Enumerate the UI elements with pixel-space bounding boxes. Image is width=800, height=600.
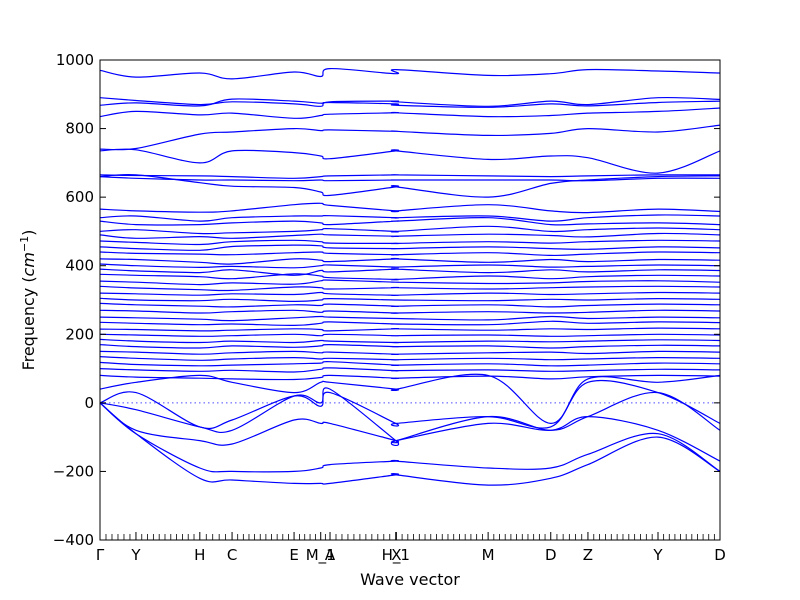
x-tick-label: X <box>391 546 401 564</box>
y-tick-label: 1000 <box>56 51 94 69</box>
band-line <box>99 402 721 462</box>
band-line <box>99 225 721 235</box>
y-axis-unit-exponent: −1 <box>18 236 31 252</box>
band-line <box>99 217 721 226</box>
band-line <box>99 239 721 246</box>
band-line <box>99 174 721 179</box>
band-line <box>99 338 721 344</box>
band-line <box>99 124 721 151</box>
band-line <box>99 202 721 214</box>
band-line <box>99 373 721 425</box>
band-line <box>99 214 721 222</box>
y-tick-label: 0 <box>84 394 94 412</box>
band-line <box>99 361 721 367</box>
band-line <box>99 315 721 322</box>
band-line <box>99 67 721 80</box>
band-line <box>99 257 721 265</box>
band-line <box>99 273 721 281</box>
y-axis-unit: cm <box>19 252 38 276</box>
x-tick-label: D <box>714 546 726 564</box>
band-line <box>99 148 721 174</box>
band-line <box>99 356 721 361</box>
plot-frame <box>99 59 721 541</box>
band-line <box>99 285 721 292</box>
band-line <box>99 107 721 119</box>
band-line <box>99 309 721 314</box>
band-line <box>99 263 721 269</box>
band-line <box>99 374 721 381</box>
x-tick-label: Y <box>652 546 663 564</box>
y-tick-label: 200 <box>65 325 94 343</box>
y-tick-label: 600 <box>65 188 94 206</box>
x-tick-label: M_1 <box>306 546 336 565</box>
band-line <box>99 320 721 327</box>
x-tick-label: A <box>325 546 336 564</box>
band-line <box>99 98 721 108</box>
bands-group <box>99 67 721 486</box>
band-line <box>99 268 721 276</box>
y-tick-label: 400 <box>65 257 94 275</box>
y-axis-label-text: Frequency <box>19 288 38 371</box>
x-tick-label: H_1 <box>382 546 410 565</box>
x-tick-label: Y <box>130 546 141 564</box>
y-ticks-group: −400 −200 0 200 400 600 800 1000 <box>53 51 720 549</box>
band-line <box>99 174 721 198</box>
x-tick-label: Γ <box>96 546 105 564</box>
band-line <box>99 327 721 332</box>
band-line <box>99 244 721 251</box>
band-line <box>99 302 721 308</box>
y-axis-label: Frequency (cm−1) <box>18 230 39 371</box>
y-tick-label: −400 <box>53 531 94 549</box>
band-line <box>99 232 721 239</box>
x-tick-label: M <box>482 546 495 564</box>
x-tick-label: Z <box>583 546 593 564</box>
band-line <box>99 333 721 337</box>
y-tick-label: 800 <box>65 120 94 138</box>
x-axis-label: Wave vector <box>360 570 460 589</box>
band-line <box>99 297 721 303</box>
x-tick-label: H <box>194 546 205 564</box>
x-tick-label: C <box>227 546 237 564</box>
x-tick-label: E <box>289 546 298 564</box>
band-line <box>99 96 721 107</box>
band-line <box>99 402 721 473</box>
band-line <box>99 251 721 257</box>
band-line <box>99 350 721 355</box>
band-line <box>99 367 721 373</box>
band-line <box>99 343 721 349</box>
band-line <box>99 402 721 486</box>
x-tick-label: D <box>545 546 557 564</box>
y-tick-label: −200 <box>53 462 94 480</box>
x-ticks-group: Γ Y H C E M_1A H_1X M D Z Y D <box>96 532 726 565</box>
band-line <box>99 279 721 286</box>
band-line <box>99 291 721 296</box>
